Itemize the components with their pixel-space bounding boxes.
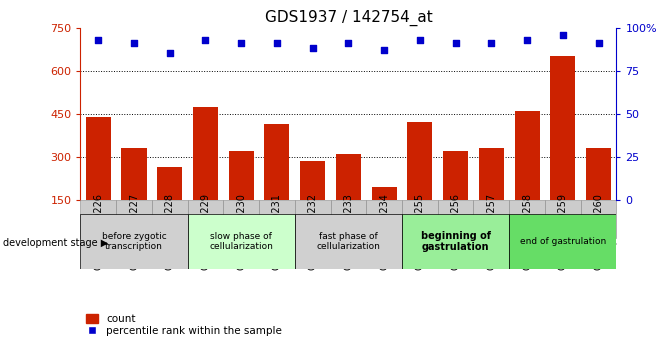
Point bbox=[200, 37, 211, 42]
Point bbox=[415, 37, 425, 42]
Bar bbox=[479, 148, 504, 200]
Text: GSM90234: GSM90234 bbox=[379, 193, 389, 246]
FancyBboxPatch shape bbox=[259, 200, 295, 238]
Text: GSM90256: GSM90256 bbox=[451, 217, 460, 270]
FancyBboxPatch shape bbox=[295, 214, 402, 269]
Title: GDS1937 / 142754_at: GDS1937 / 142754_at bbox=[265, 10, 432, 26]
FancyBboxPatch shape bbox=[80, 200, 116, 238]
Text: GSM90259: GSM90259 bbox=[558, 193, 567, 246]
Text: GSM90255: GSM90255 bbox=[415, 193, 425, 246]
FancyBboxPatch shape bbox=[330, 200, 366, 238]
Text: GSM90227: GSM90227 bbox=[129, 193, 139, 246]
Point bbox=[343, 40, 354, 46]
FancyBboxPatch shape bbox=[509, 214, 616, 269]
Text: GSM90231: GSM90231 bbox=[272, 193, 282, 246]
Text: GSM90234: GSM90234 bbox=[379, 217, 389, 270]
Text: GSM90233: GSM90233 bbox=[344, 217, 353, 270]
Legend: count, percentile rank within the sample: count, percentile rank within the sample bbox=[86, 314, 282, 336]
Text: beginning of
gastrulation: beginning of gastrulation bbox=[421, 231, 490, 252]
Text: before zygotic
transcription: before zygotic transcription bbox=[102, 232, 166, 251]
Bar bbox=[228, 151, 254, 200]
Bar bbox=[193, 107, 218, 200]
FancyBboxPatch shape bbox=[295, 200, 330, 238]
Text: development stage ▶: development stage ▶ bbox=[3, 238, 109, 248]
Text: GSM90228: GSM90228 bbox=[165, 193, 175, 246]
Text: GSM90226: GSM90226 bbox=[93, 217, 103, 270]
Text: GSM90231: GSM90231 bbox=[272, 217, 282, 270]
Bar bbox=[157, 167, 182, 200]
Text: GSM90227: GSM90227 bbox=[129, 217, 139, 270]
FancyBboxPatch shape bbox=[402, 200, 438, 238]
Bar bbox=[407, 122, 432, 200]
Point bbox=[593, 40, 604, 46]
Text: fast phase of
cellularization: fast phase of cellularization bbox=[316, 232, 381, 251]
FancyBboxPatch shape bbox=[545, 200, 581, 238]
FancyBboxPatch shape bbox=[223, 200, 259, 238]
Text: GSM90229: GSM90229 bbox=[200, 217, 210, 270]
Point bbox=[522, 37, 533, 42]
Text: GSM90230: GSM90230 bbox=[237, 217, 246, 270]
FancyBboxPatch shape bbox=[152, 200, 188, 238]
Point bbox=[164, 51, 175, 56]
Point bbox=[129, 40, 139, 46]
FancyBboxPatch shape bbox=[474, 200, 509, 238]
FancyBboxPatch shape bbox=[188, 214, 295, 269]
Point bbox=[450, 40, 461, 46]
Text: GSM90255: GSM90255 bbox=[415, 217, 425, 270]
Point bbox=[379, 47, 389, 53]
Text: GSM90232: GSM90232 bbox=[308, 193, 318, 246]
Text: GSM90260: GSM90260 bbox=[594, 193, 604, 246]
Bar bbox=[121, 148, 147, 200]
Text: GSM90257: GSM90257 bbox=[486, 217, 496, 270]
Point bbox=[557, 32, 568, 37]
FancyBboxPatch shape bbox=[438, 200, 474, 238]
Text: GSM90256: GSM90256 bbox=[451, 193, 460, 246]
Bar bbox=[336, 154, 361, 200]
Text: GSM90229: GSM90229 bbox=[200, 193, 210, 246]
Text: GSM90257: GSM90257 bbox=[486, 193, 496, 246]
FancyBboxPatch shape bbox=[188, 200, 223, 238]
Text: GSM90258: GSM90258 bbox=[522, 193, 532, 246]
Text: end of gastrulation: end of gastrulation bbox=[520, 237, 606, 246]
Bar bbox=[372, 187, 397, 200]
Text: slow phase of
cellularization: slow phase of cellularization bbox=[209, 232, 273, 251]
Text: GSM90228: GSM90228 bbox=[165, 217, 175, 270]
Bar bbox=[265, 124, 289, 200]
Bar bbox=[300, 161, 325, 200]
Text: GSM90233: GSM90233 bbox=[344, 193, 353, 246]
Point bbox=[93, 37, 104, 42]
FancyBboxPatch shape bbox=[366, 200, 402, 238]
FancyBboxPatch shape bbox=[581, 200, 616, 238]
FancyBboxPatch shape bbox=[402, 214, 509, 269]
Point bbox=[486, 40, 496, 46]
Bar bbox=[443, 151, 468, 200]
Text: GSM90259: GSM90259 bbox=[558, 217, 567, 270]
FancyBboxPatch shape bbox=[509, 200, 545, 238]
Bar bbox=[515, 111, 539, 200]
Text: GSM90232: GSM90232 bbox=[308, 217, 318, 270]
FancyBboxPatch shape bbox=[80, 214, 188, 269]
Bar bbox=[586, 148, 611, 200]
Bar bbox=[550, 56, 576, 200]
FancyBboxPatch shape bbox=[116, 200, 152, 238]
Text: GSM90260: GSM90260 bbox=[594, 217, 604, 270]
Text: GSM90230: GSM90230 bbox=[237, 193, 246, 246]
Point bbox=[308, 46, 318, 51]
Bar bbox=[86, 117, 111, 200]
Point bbox=[236, 40, 247, 46]
Point bbox=[271, 40, 282, 46]
Text: GSM90226: GSM90226 bbox=[93, 193, 103, 246]
Text: GSM90258: GSM90258 bbox=[522, 217, 532, 270]
